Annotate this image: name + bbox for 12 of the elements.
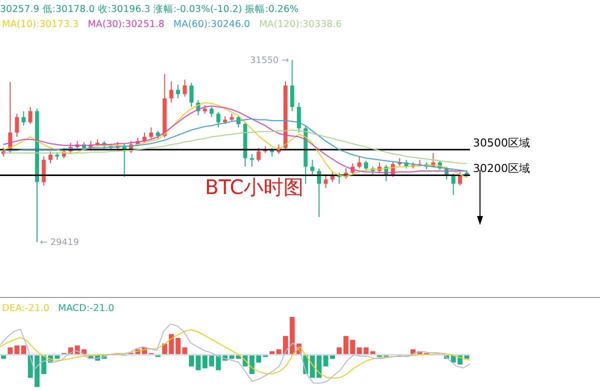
annotation: 31550 → bbox=[250, 56, 290, 66]
text: DEA:-21.0 bbox=[2, 303, 50, 314]
annotation: ← 29419 bbox=[40, 238, 80, 248]
text: MA(30):30251.8 bbox=[88, 19, 164, 30]
ref-line-label: 30200区域 bbox=[473, 162, 530, 176]
text: 30257.9 低:30178.0 收:30196.3 涨幅:-0.03%(-10.2) 振幅:0.26% bbox=[0, 3, 299, 16]
text: BTC小时图 bbox=[205, 174, 304, 201]
text: MA(10):30173.3 bbox=[2, 19, 79, 30]
ref-line-label: 30500区域 bbox=[473, 136, 530, 150]
text: MA(120):30338.6 bbox=[259, 19, 342, 30]
text: MA(60):30246.0 bbox=[173, 19, 250, 30]
text: MACD:-21.0 bbox=[58, 303, 114, 314]
